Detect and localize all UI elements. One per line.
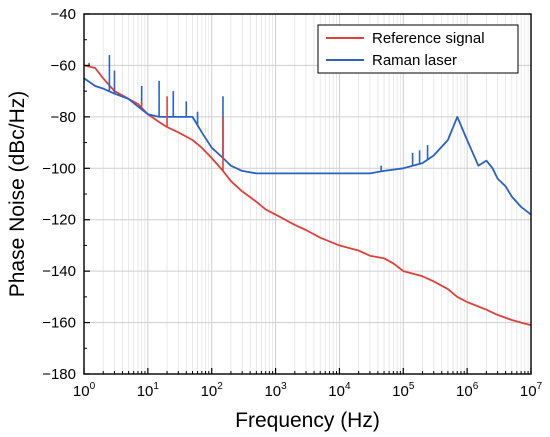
y-axis-title: Phase Noise (dBc/Hz)	[6, 91, 29, 298]
legend-label-reference-signal: Reference signal	[372, 30, 485, 47]
y-tick-label: −120	[42, 212, 76, 229]
y-tick-label: −140	[42, 263, 76, 280]
x-tick-label: 100	[73, 381, 96, 400]
y-tick-labels: −40 −60 −80 −100 −120 −140 −160 −180	[42, 6, 76, 383]
x-tick-label: 107	[520, 381, 543, 400]
grid	[83, 13, 532, 375]
y-tick-label: −60	[51, 57, 76, 74]
x-tick-label: 102	[201, 381, 224, 400]
series-layer	[83, 55, 532, 326]
x-tick-labels: 100 101 102 103 104 105 106 107	[73, 381, 543, 400]
legend-box	[317, 24, 519, 74]
legend: Reference signal Raman laser	[317, 24, 519, 74]
x-tick-label: 105	[392, 381, 415, 400]
axis-ticks	[83, 13, 532, 375]
legend-label-raman-laser: Raman laser	[372, 52, 457, 69]
x-tick-label: 103	[264, 381, 287, 400]
y-tick-label: −40	[51, 6, 76, 23]
x-tick-label: 101	[137, 381, 160, 400]
y-tick-label: −180	[42, 366, 76, 383]
y-tick-label: −160	[42, 315, 76, 332]
x-axis-title: Frequency (Hz)	[235, 409, 380, 432]
y-tick-label: −100	[42, 160, 76, 177]
series-line-raman-laser	[83, 77, 532, 216]
x-tick-label: 106	[456, 381, 479, 400]
y-tick-label: −80	[51, 109, 76, 126]
x-tick-label: 104	[328, 381, 351, 400]
